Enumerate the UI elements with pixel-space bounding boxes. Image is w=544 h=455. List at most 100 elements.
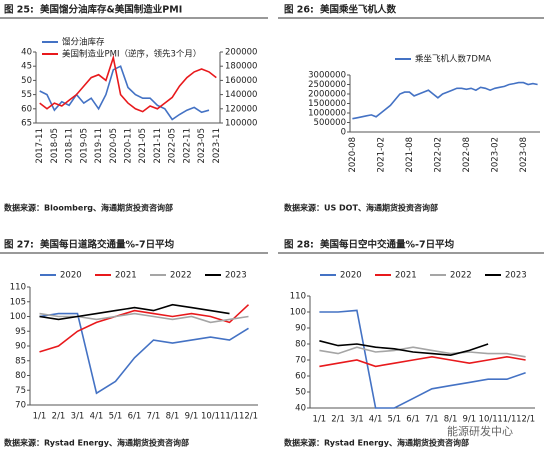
x-tick-label: 2022-02 xyxy=(433,137,443,173)
y-tick-label: 90 xyxy=(295,324,306,334)
y-tick-label: 80 xyxy=(15,371,26,381)
x-tick-label: 2019-11 xyxy=(94,128,104,164)
y-tick-label: 75 xyxy=(15,386,26,396)
series-line xyxy=(352,81,538,120)
x-tick-label: 5/1 xyxy=(388,415,402,425)
legend-label: 乘坐飞机人数7DMA xyxy=(415,54,491,65)
x-tick-label: 7/1 xyxy=(425,415,439,425)
legend-label: 2021 xyxy=(395,271,417,281)
x-tick-label: 2019-05 xyxy=(79,128,89,164)
x-tick-label: 10/1 xyxy=(201,412,220,422)
y-tick-label: 100 xyxy=(10,312,26,322)
figure-title: 美国每日道路交通量%-7日平均 xyxy=(39,239,175,251)
y2-tick-label: 200000 xyxy=(225,48,257,58)
series-line xyxy=(39,65,210,121)
x-tick-label: 2018-05 xyxy=(50,128,60,164)
x-tick-label: 2021-02 xyxy=(376,137,386,173)
legend-label: 2021 xyxy=(115,271,137,281)
y-tick-label: 105 xyxy=(10,297,26,307)
series-line xyxy=(39,54,217,113)
y-tick-label: 3000000 xyxy=(308,71,346,81)
y-tick-label: 80 xyxy=(295,340,306,350)
legend-label: 2020 xyxy=(60,271,82,281)
y-tick-label: 45 xyxy=(21,62,32,72)
x-tick-label: 2023-11 xyxy=(212,128,222,164)
x-tick-label: 2023-02 xyxy=(490,137,500,173)
x-tick-label: 10/1 xyxy=(479,415,498,425)
series-line xyxy=(319,346,526,358)
source: 数据来源：US DOT、海通期货投资咨询部 xyxy=(284,203,438,213)
x-tick-label: 9/1 xyxy=(185,412,199,422)
legend-label: 2022 xyxy=(170,271,192,281)
x-tick-label: 12/1 xyxy=(239,412,258,422)
legend-label: 馏分油库存 xyxy=(62,37,105,48)
y-tick-label: 500000 xyxy=(314,118,346,128)
x-tick-label: 2022-08 xyxy=(462,137,472,173)
x-tick-label: 2020-11 xyxy=(124,128,134,164)
figure-label: 图 25: xyxy=(4,5,34,16)
x-tick-label: 1/1 xyxy=(33,412,47,422)
series-line xyxy=(39,303,230,321)
x-tick-label: 2020-08 xyxy=(348,137,358,173)
series-line xyxy=(319,340,489,357)
source: 数据来源：Rystad Energy、海通期货投资咨询部 xyxy=(284,438,469,448)
x-tick-label: 1/1 xyxy=(313,415,327,425)
y-tick-label: 95 xyxy=(15,327,26,337)
y-tick-label: 85 xyxy=(15,356,26,366)
x-tick-label: 2021-05 xyxy=(138,128,148,164)
x-tick-label: 5/1 xyxy=(109,412,123,422)
figure-label: 图 27: xyxy=(4,240,34,251)
x-tick-label: 3/1 xyxy=(71,412,85,422)
figure-label: 图 28: xyxy=(284,240,314,251)
x-tick-label: 2020-05 xyxy=(109,128,119,164)
x-tick-label: 6/1 xyxy=(406,415,420,425)
y-tick-label: 1500000 xyxy=(308,99,346,109)
legend-label: 2023 xyxy=(225,271,247,281)
y-tick-label: 110 xyxy=(290,292,306,302)
legend-label: 2020 xyxy=(340,271,362,281)
y-tick-label: 65 xyxy=(21,119,32,129)
y-tick-label: 2500000 xyxy=(308,80,346,90)
series-line xyxy=(319,309,526,409)
series-line xyxy=(39,304,250,353)
y-tick-label: 110 xyxy=(10,283,26,293)
x-tick-label: 6/1 xyxy=(128,412,142,422)
y-tick-label: 1000000 xyxy=(308,109,346,119)
x-tick-label: 2023-08 xyxy=(519,137,529,173)
x-tick-label: 8/1 xyxy=(444,415,458,425)
series-line xyxy=(39,312,249,395)
y-tick-label: 60 xyxy=(295,372,306,382)
figure-title: 美国馏分油库存&美国制造业PMI xyxy=(39,4,182,16)
y-tick-label: 0 xyxy=(341,128,346,138)
x-tick-label: 2021-08 xyxy=(405,137,415,173)
figure-title: 美国乘坐飞机人数 xyxy=(319,4,397,16)
y2-tick-label: 140000 xyxy=(225,90,257,100)
watermark: 能源研发中心 xyxy=(447,424,513,438)
x-tick-label: 2018-11 xyxy=(65,128,75,164)
x-tick-label: 4/1 xyxy=(90,412,104,422)
y2-tick-label: 100000 xyxy=(225,119,257,129)
y-tick-label: 40 xyxy=(295,404,306,414)
x-tick-label: 2/1 xyxy=(52,412,66,422)
x-tick-label: 2022-05 xyxy=(168,128,178,164)
y2-tick-label: 180000 xyxy=(225,62,257,72)
x-tick-label: 11/1 xyxy=(220,412,239,422)
y-tick-label: 90 xyxy=(15,342,26,352)
x-tick-label: 12/1 xyxy=(516,415,535,425)
x-tick-label: 9/1 xyxy=(463,415,477,425)
x-tick-label: 2022-11 xyxy=(182,128,192,164)
x-tick-label: 7/1 xyxy=(147,412,161,422)
y2-tick-label: 160000 xyxy=(225,76,257,86)
x-tick-label: 8/1 xyxy=(166,412,180,422)
y-tick-label: 70 xyxy=(15,401,26,411)
x-tick-label: 2017-11 xyxy=(35,128,45,164)
y-tick-label: 70 xyxy=(295,356,306,366)
x-tick-label: 2021-11 xyxy=(153,128,163,164)
legend-label: 2023 xyxy=(505,271,527,281)
x-tick-label: 2023-05 xyxy=(197,128,207,164)
series-line xyxy=(319,355,526,368)
source: 数据来源：Bloomberg、海通期货投资咨询部 xyxy=(4,203,173,213)
figure-title: 美国每日空中交通量%-7日平均 xyxy=(319,239,455,251)
x-tick-label: 2/1 xyxy=(331,415,345,425)
